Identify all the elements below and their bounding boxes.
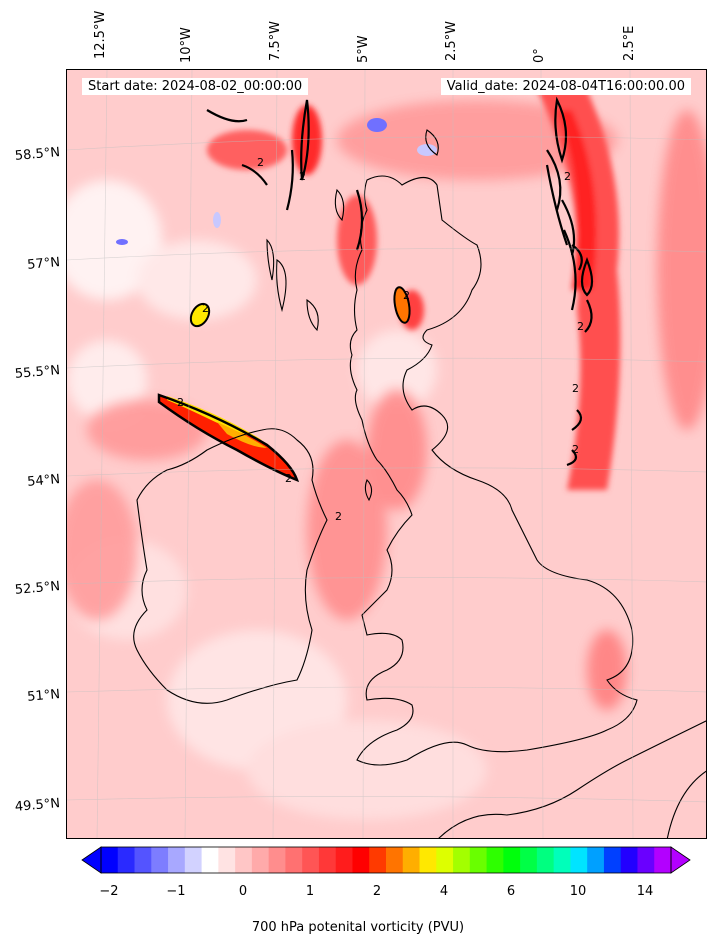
contour-label: 2 [403,289,410,302]
lat-label-55-5n: 55.5°N [14,363,61,382]
colorbar-cell [151,847,169,873]
colorbar-cell [318,847,337,873]
colorbar-cell [168,847,186,873]
colorbar-cell [453,847,471,873]
contour-label: 2 [299,170,306,183]
pv-2-contours [206,96,594,467]
colorbar-cell [251,847,270,873]
pv-field-map: 2 2 2 2 2 2 2 2 2 2 2 2 2 [67,70,706,838]
colorbar-cell [268,847,286,873]
high-pv-blob [189,286,411,328]
lon-label-5w: 5°W [356,35,371,63]
lat-label-57n: 57°N [26,255,61,273]
contour-label: 2 [202,302,209,315]
colorbar-cell [419,847,437,873]
colorbar-cell [402,847,421,873]
colorbar-cell [570,847,588,873]
colorbar-title: 700 hPa potenital vorticity (PVU) [251,920,465,935]
contour-label: 2 [335,510,342,523]
coastlines [133,129,706,838]
contour-label: 2 [257,156,264,169]
colorbar-cell [553,847,571,873]
lat-label-52-5n: 52.5°N [14,579,61,598]
contour-label: 2 [285,472,292,485]
colorbar-cell [503,847,521,873]
colorbar-tick: 0 [238,884,248,899]
lon-label-7-5w: 7.5°W [268,20,283,61]
high-pv-band-east [537,90,621,490]
colorbar [81,846,691,874]
lat-label-51n: 51°N [26,687,61,705]
colorbar-cell [285,847,303,873]
colorbar-cell [201,847,219,873]
colorbar-cell [369,847,387,873]
colorbar-cell [184,847,203,873]
start-date-label: Start date: 2024-08-02_00:00:00 [82,78,309,95]
colorbar-tick: 2 [372,884,382,899]
moderate-pv-areas [67,100,706,710]
colorbar-cell [486,847,504,873]
colorbar-cell [520,847,538,873]
colorbar-cell [352,847,370,873]
graticule [67,70,706,838]
high-pv-streaks-north [207,105,424,330]
colorbar-cell [386,847,404,873]
colorbar-cell [436,847,454,873]
lon-label-12-5w: 12.5°W [93,10,108,59]
colorbar-cell [218,847,236,873]
colorbar-cell [335,847,353,873]
colorbar-cell [620,847,638,873]
colorbar-cell [587,847,605,873]
colorbar-tick: 4 [439,884,449,899]
colorbar-cell [654,847,672,873]
colorbar-tick: 1 [305,884,315,899]
colorbar-cell [235,847,253,873]
contour-label: 2 [572,443,579,456]
colorbar-cell [134,847,152,873]
lat-label-58-5n: 58.5°N [14,145,61,164]
lat-label-49-5n: 49.5°N [14,796,61,815]
contour-label: 2 [564,170,571,183]
colorbar-tick: −1 [166,884,186,899]
lon-label-2-5e: 2.5°E [622,25,637,61]
lat-label-54n: 54°N [26,472,61,490]
contour-label: 2 [577,320,584,333]
contour-label: 2 [177,396,184,409]
colorbar-cell [117,847,136,873]
colorbar-tick: −2 [99,884,119,899]
colorbar-cell [637,847,655,873]
colorbar-cell [469,847,488,873]
map-panel: 2 2 2 2 2 2 2 2 2 2 2 2 2 Start date: 20… [66,69,707,839]
valid-date-label: Valid_date: 2024-08-04T16:00:00.00 [440,78,691,95]
negative-pv-patches [116,118,437,245]
colorbar-extend-min [81,846,102,874]
colorbar-extend-max [670,846,691,874]
lon-label-2-5w: 2.5°W [444,20,459,61]
contour-labels: 2 2 2 2 2 2 2 2 2 2 2 2 2 [177,156,584,523]
colorbar-cell [536,847,555,873]
colorbar-cell [302,847,320,873]
contour-label: 2 [572,382,579,395]
colorbar-cell [101,847,119,873]
lon-label-10w: 10°W [179,27,194,63]
colorbar-cells [101,847,672,873]
colorbar-cell [603,847,622,873]
colorbar-tick: 10 [569,884,587,899]
lon-label-0: 0° [532,48,547,63]
colorbar-tick: 14 [636,884,654,899]
colorbar-tick: 6 [506,884,516,899]
